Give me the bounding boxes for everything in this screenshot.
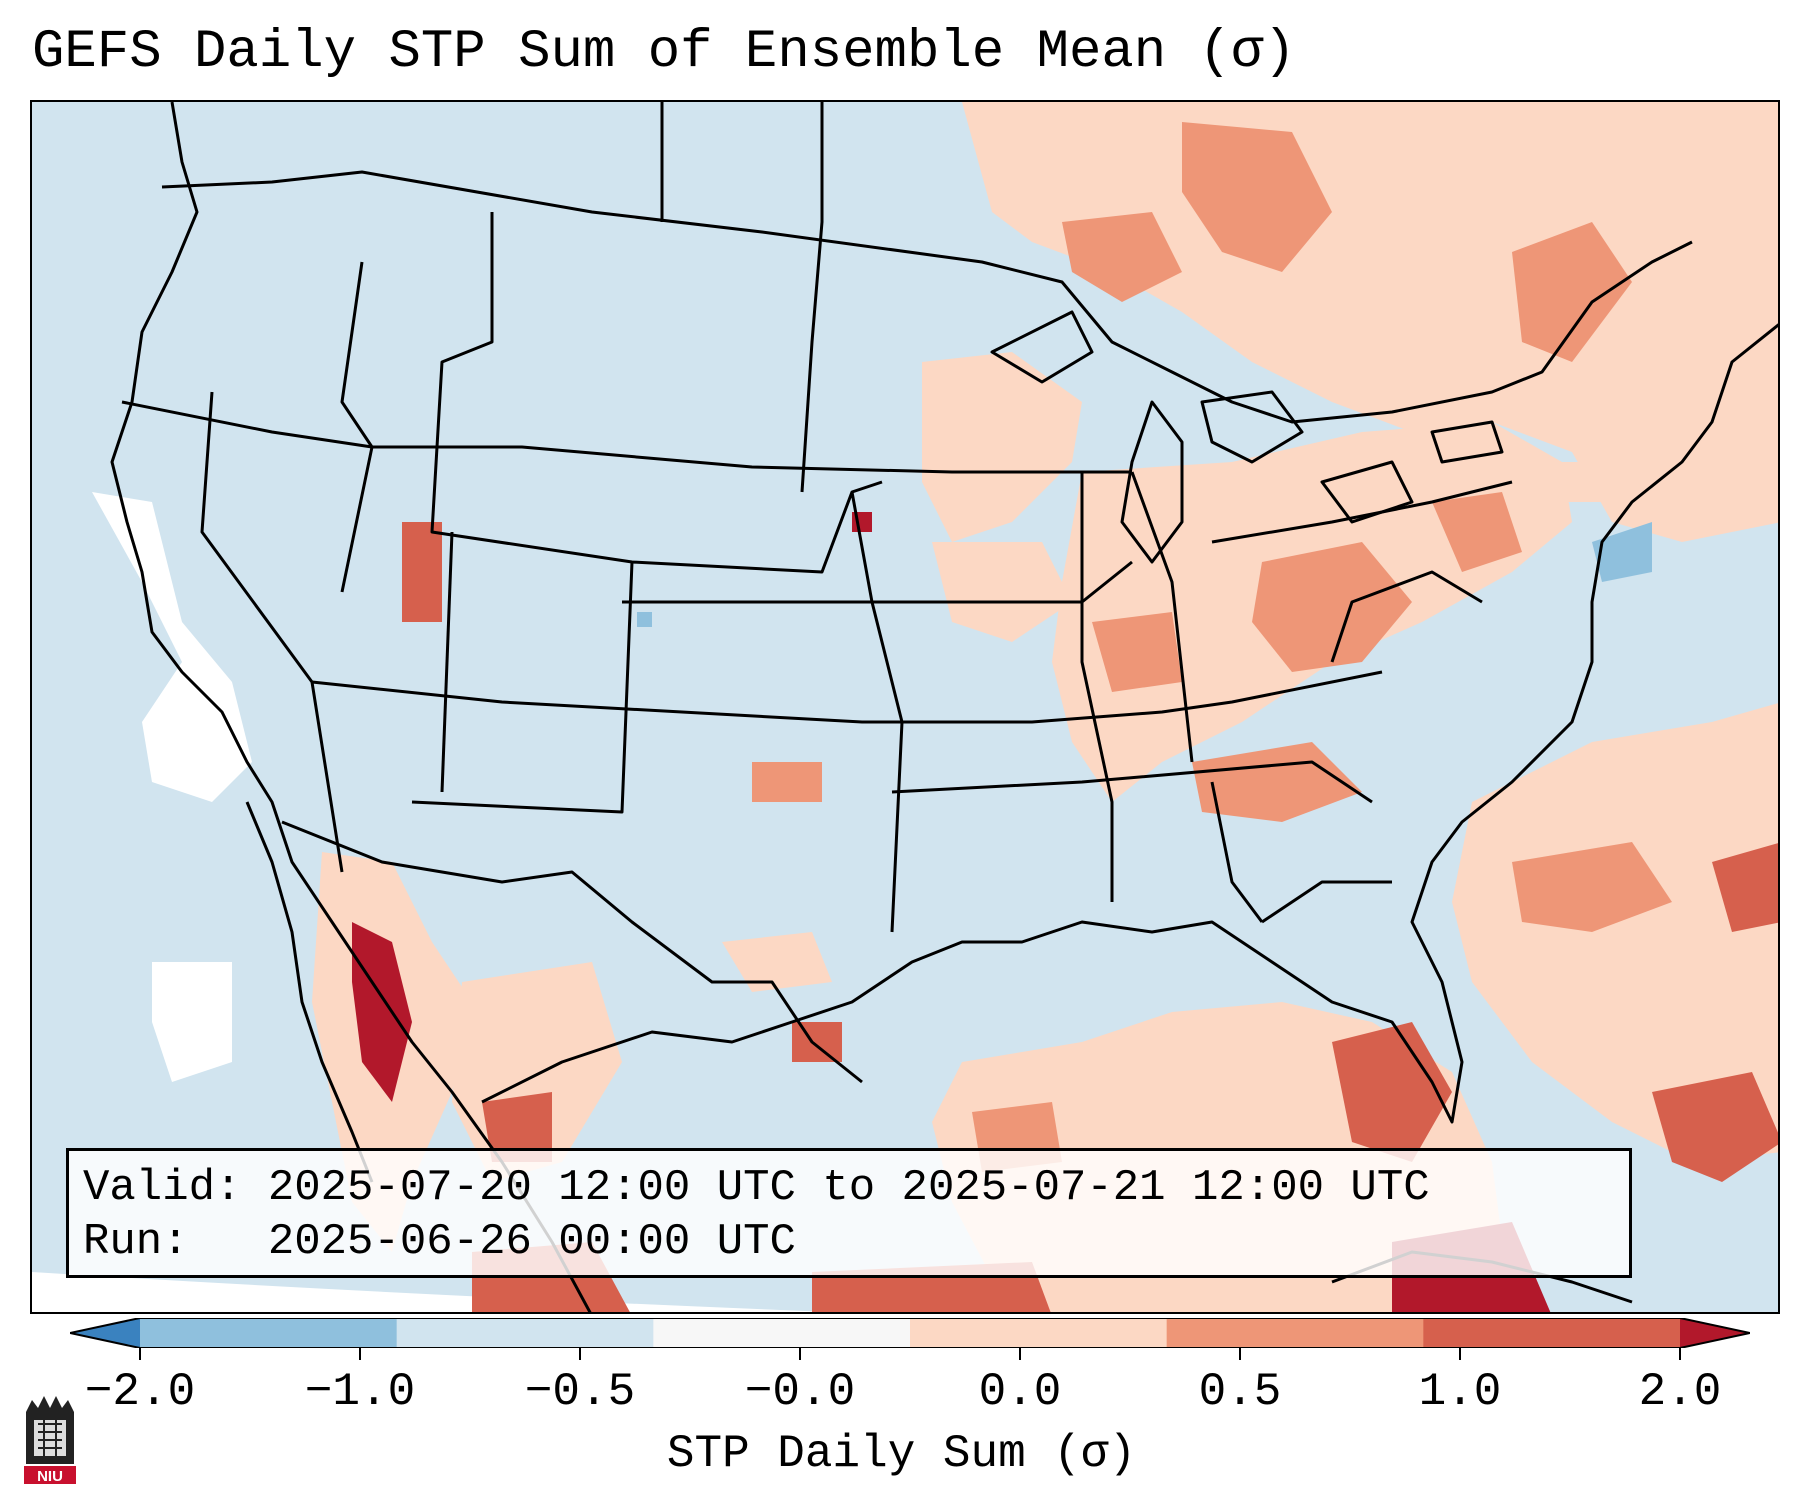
anomaly-region <box>932 542 1072 642</box>
niu-logo-icon: NIU <box>24 1396 76 1485</box>
colorbar <box>70 1318 1750 1348</box>
valid-label: Valid: <box>83 1163 242 1213</box>
anomaly-region <box>637 612 652 627</box>
colorbar-tick-mark <box>799 1348 801 1360</box>
projection-edge <box>32 1272 830 1312</box>
state-border <box>1261 880 1392 924</box>
colorbar-tick-mark <box>1019 1348 1021 1360</box>
colorbar-tick-mark <box>579 1348 581 1360</box>
colorbar-label: STP Daily Sum (σ) <box>666 1428 1137 1480</box>
colorbar-cell <box>396 1318 654 1348</box>
anomaly-region <box>1332 1022 1452 1162</box>
state-border <box>1330 570 1483 663</box>
anomaly-region <box>1712 843 1778 932</box>
state-border <box>121 400 1132 474</box>
anomaly-region <box>1252 542 1412 672</box>
logo-text: NIU <box>37 1468 63 1485</box>
state-border <box>1130 471 1194 763</box>
colorbar-extend-min <box>70 1318 140 1348</box>
anomaly-region <box>752 762 822 802</box>
state-border <box>311 670 1383 724</box>
anomaly-region <box>352 922 412 1102</box>
anomaly-region <box>1562 462 1652 502</box>
state-border <box>340 261 374 593</box>
map-canvas <box>32 102 1778 1312</box>
colorbar-tick-mark <box>1679 1348 1681 1360</box>
anomaly-region <box>1432 492 1522 572</box>
anomaly-region <box>1452 703 1778 1162</box>
colorbar-tick-mark <box>1239 1348 1241 1360</box>
us-canada-border <box>161 170 1693 424</box>
state-border <box>1080 472 1114 902</box>
us-mexico-border <box>281 820 863 1084</box>
colorbar-tick-label: −1.0 <box>304 1366 416 1418</box>
chart-title: GEFS Daily STP Sum of Ensemble Mean (σ) <box>32 22 1296 83</box>
colorbar-cells <box>70 1318 1750 1348</box>
colorbar-tick-label: 1.0 <box>1418 1366 1502 1418</box>
colorbar-extend-max <box>1680 1318 1750 1348</box>
anomaly-region <box>482 1092 552 1162</box>
anomaly-region <box>1512 842 1672 932</box>
colorbar-cell <box>140 1318 398 1348</box>
anomaly-region <box>1092 612 1182 692</box>
colorbar-tick-label: −0.0 <box>744 1366 856 1418</box>
colorbar-tick-label: 2.0 <box>1638 1366 1722 1418</box>
great-lakes <box>990 310 1504 564</box>
state-border <box>1210 781 1264 923</box>
anomaly-region <box>152 962 232 1082</box>
anomaly-region <box>1062 212 1182 302</box>
colorbar-cell <box>1166 1318 1424 1348</box>
anomaly-region <box>1652 1072 1778 1182</box>
anomaly-region <box>1192 742 1362 822</box>
run-label: Run: <box>83 1217 189 1267</box>
colorbar-tick-label: −0.5 <box>524 1366 636 1418</box>
state-border <box>891 760 1373 804</box>
state-border <box>430 212 883 574</box>
anomaly-region <box>722 932 832 992</box>
colorbar-tick-mark <box>139 1348 141 1360</box>
anomaly-region <box>1182 122 1332 272</box>
colorbar-cell <box>1423 1318 1681 1348</box>
map-panel <box>30 100 1780 1314</box>
colorbar-tick-mark <box>1459 1348 1461 1360</box>
anomaly-region <box>792 1022 842 1062</box>
state-border <box>411 561 634 814</box>
colorbar-cell <box>653 1318 911 1348</box>
colorbar-tick-label: 0.0 <box>978 1366 1062 1418</box>
anomaly-region <box>92 492 252 802</box>
anomaly-region <box>922 352 1082 542</box>
colorbar-tick-label: −2.0 <box>84 1366 196 1418</box>
anomaly-region <box>962 102 1778 542</box>
anomaly-region <box>402 522 442 622</box>
colorbar-tick-label: 0.5 <box>1198 1366 1282 1418</box>
valid-run-infobox: Valid: 2025-07-20 12:00 UTC to 2025-07-2… <box>66 1148 1632 1278</box>
map-boundaries <box>110 102 1778 1312</box>
coastline <box>110 102 592 1312</box>
colorbar-tick-mark <box>359 1348 361 1360</box>
state-border <box>850 491 904 933</box>
run-value: 2025-06-26 00:00 UTC <box>267 1217 796 1267</box>
state-border <box>800 102 824 493</box>
baja-coast <box>245 801 374 1183</box>
valid-value: 2025-07-20 12:00 UTC to 2025-07-21 12:00… <box>267 1163 1430 1213</box>
state-border <box>440 531 454 793</box>
anomaly-region <box>1512 222 1632 362</box>
state-border <box>200 391 344 873</box>
colorbar-cell <box>910 1318 1168 1348</box>
gulf-coast <box>481 323 1778 1124</box>
